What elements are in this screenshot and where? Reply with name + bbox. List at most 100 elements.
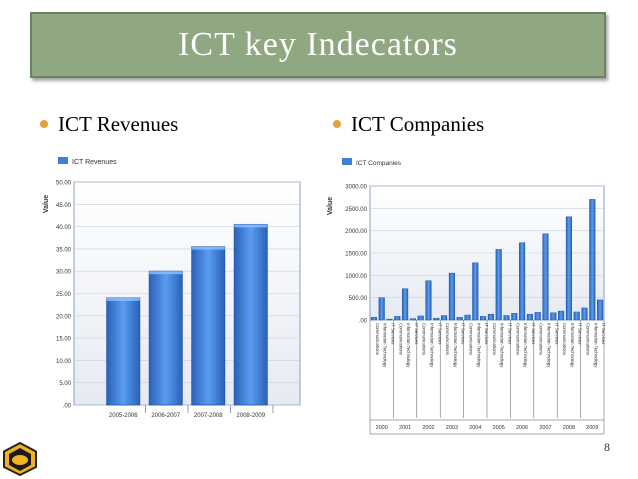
y-axis-label: Value	[43, 195, 50, 213]
y-axis-label: Value	[327, 197, 334, 215]
bar-2002-2	[433, 317, 440, 321]
y-tick-label: 35.00	[56, 247, 72, 253]
y-tick-label: 3000.00	[345, 185, 367, 191]
x-subcategory-label: Information Technology	[406, 323, 411, 368]
y-tick-label: 20.00	[56, 314, 72, 320]
x-subcategory-label: Communications	[492, 323, 497, 355]
bar-2001-2	[409, 318, 416, 321]
x-subcategory-label: IT Services	[414, 323, 419, 344]
bar-2000-2	[386, 318, 393, 321]
x-subcategory-label: Communications	[539, 323, 544, 355]
x-tick-label: 2007-2008	[194, 413, 223, 419]
bar-highlight	[234, 224, 268, 228]
x-group-label: 2005	[493, 425, 505, 431]
x-subcategory-label: Information Technology	[570, 323, 575, 368]
ict-companies-chart: ICT Companies3000.002500.002000.001500.0…	[327, 158, 606, 435]
legend-label: ICT Companies	[356, 160, 402, 167]
bar-highlight	[149, 271, 183, 275]
bar-2003-2	[456, 317, 463, 321]
x-tick-label: 2008-2009	[236, 413, 265, 419]
y-tick-label: 15.00	[56, 337, 72, 343]
bar-highlight	[191, 246, 225, 250]
bar-2004-2	[480, 316, 487, 321]
bar-2002-0	[417, 315, 424, 321]
y-tick-label: 50.00	[56, 181, 72, 187]
bar-2008-2009	[233, 223, 268, 406]
y-tick-label: .00	[359, 319, 368, 325]
bullet-label: ICT Revenues	[58, 112, 179, 136]
bar-2005-2	[503, 315, 510, 321]
ict-revenues-chart: ICT Revenues 50.00 45.00 40.00 35.00 30.00 25.…	[43, 157, 301, 419]
x-subcategory-label: Information Technology	[383, 323, 388, 368]
x-subcategory-label: IT Services	[508, 323, 513, 344]
slide-title: ICT key Indecators	[178, 26, 458, 63]
bar-2006-2007	[148, 270, 183, 406]
x-group-label: 2003	[446, 425, 458, 431]
x-subcategory-label: Information Technology	[476, 323, 481, 368]
x-subcategory-label: Communications	[562, 323, 567, 355]
x-subcategory-label: IT Services	[391, 323, 396, 344]
bar-2005-1	[495, 249, 502, 321]
bar-2009-1	[589, 199, 596, 321]
legend-swatch	[342, 158, 352, 165]
page-number: 8	[604, 440, 610, 454]
x-group-label: 2008	[563, 425, 575, 431]
bullet-dot-icon	[40, 120, 48, 129]
y-tick-label: 1000.00	[345, 274, 367, 280]
x-subcategory-label: Communications	[422, 323, 427, 355]
bar-2003-0	[441, 315, 448, 321]
bar-2001-1	[402, 288, 409, 321]
bullet-label: ICT Companies	[351, 112, 485, 136]
x-subcategory-label: Communications	[515, 323, 520, 355]
bar-2004-0	[464, 314, 471, 321]
x-group-label: 2001	[399, 425, 411, 431]
x-group-label: 2006	[516, 425, 528, 431]
bar-2007-2008	[191, 246, 226, 406]
x-subcategory-label: Information Technology	[430, 323, 435, 368]
x-group-label: 2002	[422, 425, 434, 431]
bar-2007-2	[550, 312, 557, 321]
x-subcategory-label: IT Services	[461, 323, 466, 344]
x-subcategory-label: Information Technology	[547, 323, 552, 368]
y-tick-label: 1500.00	[345, 252, 367, 258]
x-subcategory-label: Information Technology	[593, 323, 598, 368]
legend-label: ICT Revenues	[72, 159, 117, 166]
bar-2006-0	[511, 313, 518, 321]
x-subcategory-label: Information Technology	[453, 323, 458, 368]
x-subcategory-label: Communications	[469, 323, 474, 355]
x-subcategory-label: Information Technology	[500, 323, 505, 368]
bee-logo-icon	[3, 442, 37, 476]
x-subcategory-label: IT Services	[554, 323, 559, 344]
bar-2006-2	[526, 313, 533, 321]
x-group-label: 2007	[539, 425, 551, 431]
x-group-label: 2000	[376, 425, 388, 431]
x-subcategory-label: IT Services	[437, 323, 442, 344]
bar-2008-1	[565, 216, 572, 321]
bar-2006-1	[519, 242, 526, 321]
bar-2003-1	[448, 272, 455, 321]
bar-2001-0	[394, 316, 401, 321]
x-tick-label: 2005-2006	[109, 413, 138, 419]
title-bar: ICT key Indecators	[30, 12, 606, 78]
x-subcategory-label: Communications	[445, 323, 450, 355]
y-tick-label: 5.00	[59, 381, 71, 387]
y-tick-label: 25.00	[56, 292, 72, 298]
x-subcategory-label: Communications	[398, 323, 403, 355]
x-subcategory-label: IT Services	[601, 323, 606, 344]
bar-2004-1	[472, 262, 479, 321]
y-tick-label: 45.00	[56, 203, 72, 209]
x-subcategory-label: Communications	[586, 323, 591, 355]
x-subcategory-label: Information Technology	[523, 323, 528, 368]
bullet-ict-revenues: ICT Revenues	[40, 112, 178, 137]
bar-2007-1	[542, 233, 549, 321]
x-tick-label: 2006-2007	[151, 413, 180, 419]
bar-2009-2	[597, 299, 604, 321]
x-subcategory-label: IT Services	[578, 323, 583, 344]
bar-2008-0	[558, 310, 565, 321]
y-tick-label: 500.00	[349, 296, 368, 302]
bullet-dot-icon	[333, 120, 341, 129]
bar-2005-2006	[106, 297, 141, 406]
bar-2005-0	[487, 313, 494, 321]
y-tick-label: 30.00	[56, 270, 72, 276]
